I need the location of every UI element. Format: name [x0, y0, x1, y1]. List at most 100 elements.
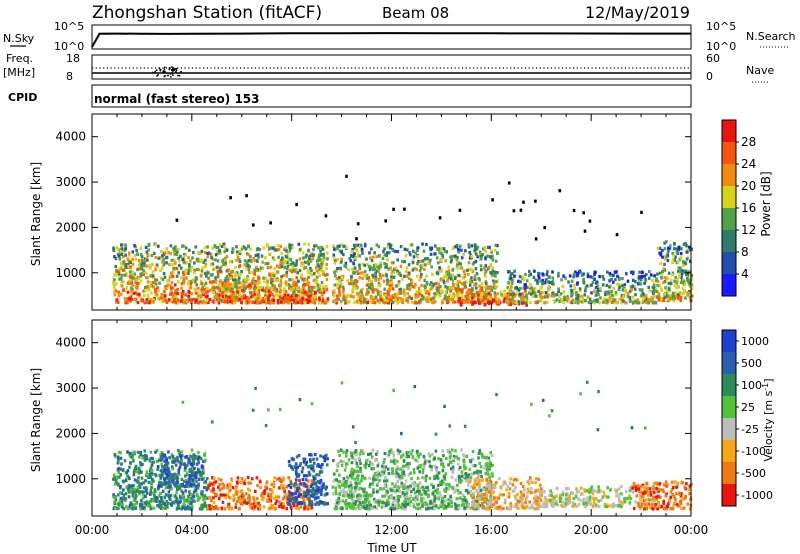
range-cell: [203, 271, 207, 276]
range-cell: [375, 243, 379, 247]
range-cell: [279, 295, 282, 299]
range-cell: [339, 281, 343, 285]
range-cell: [183, 277, 186, 281]
range-cell: [272, 482, 276, 486]
range-cell: [688, 281, 692, 285]
range-cell: [147, 288, 150, 292]
range-cell: [440, 463, 443, 467]
power-ylabel: Slant Range [km]: [29, 162, 43, 266]
range-cell: [356, 499, 360, 503]
range-cell: [298, 478, 301, 483]
range-cell: [663, 241, 666, 245]
range-cell: [267, 301, 270, 305]
range-cell: [147, 285, 151, 289]
range-cell: [656, 279, 660, 283]
range-cell: [366, 287, 369, 292]
colorbar-tick-label: 28: [741, 135, 756, 149]
range-cell: [200, 464, 204, 468]
range-cell: [117, 290, 120, 294]
range-cell: [245, 298, 249, 302]
range-cell: [507, 281, 510, 285]
range-cell: [366, 262, 369, 266]
range-cell: [412, 502, 416, 506]
range-cell: [535, 301, 538, 305]
range-cell: [210, 489, 213, 493]
range-cell: [117, 460, 120, 464]
range-cell: [141, 496, 145, 500]
range-cell: [274, 502, 277, 506]
range-cell: [221, 294, 225, 298]
range-cell: [479, 292, 482, 296]
range-cell: [391, 269, 394, 273]
range-cell: [157, 296, 160, 300]
range-cell: [449, 454, 452, 458]
range-cell: [182, 503, 186, 507]
range-cell: [653, 289, 657, 293]
range-cell: [299, 291, 302, 295]
range-cell: [680, 247, 683, 251]
range-cell: [546, 300, 549, 304]
range-cell: [690, 247, 694, 251]
range-cell: [270, 483, 274, 487]
range-cell: [127, 253, 131, 257]
range-cell: [544, 294, 548, 298]
range-cell: [468, 250, 472, 255]
range-cell: [159, 469, 163, 473]
range-cell: [325, 277, 329, 281]
range-cell: [157, 289, 160, 293]
range-cell: [359, 294, 362, 299]
range-cell: [655, 277, 658, 281]
range-cell: [336, 244, 339, 248]
range-cell: [237, 496, 240, 500]
range-cell: [609, 293, 613, 297]
range-cell: [135, 470, 139, 474]
range-cell: [154, 268, 157, 272]
range-cell: [415, 268, 419, 272]
range-cell: [154, 293, 158, 297]
range-cell: [155, 265, 158, 270]
range-cell: [466, 268, 469, 272]
range-cell: [244, 277, 247, 281]
range-cell: [379, 276, 383, 280]
range-cell: [150, 485, 153, 490]
range-cell: [385, 493, 388, 497]
range-cell: [376, 299, 379, 303]
range-cell: [321, 296, 325, 300]
range-cell: [229, 299, 232, 303]
range-cell: [354, 256, 357, 260]
range-cell: [431, 272, 434, 276]
range-cell: [161, 482, 165, 486]
range-cell: [154, 474, 158, 478]
range-cell: [402, 290, 405, 294]
range-cell: [187, 271, 190, 275]
range-cell: [303, 457, 307, 461]
range-cell: [212, 290, 215, 295]
range-cell: [389, 246, 392, 250]
range-cell: [384, 301, 387, 305]
range-cell: [176, 250, 179, 254]
range-cell: [311, 486, 315, 490]
range-cell: [166, 481, 170, 485]
range-cell: [204, 301, 207, 305]
range-cell: [659, 251, 663, 255]
range-cell: [200, 288, 203, 292]
range-cell: [387, 301, 390, 305]
range-cell: [117, 506, 120, 510]
range-cell: [338, 287, 341, 291]
range-cell: [310, 482, 314, 487]
range-cell: [628, 289, 632, 293]
range-cell: [172, 500, 175, 504]
range-cell: [184, 455, 187, 459]
range-cell: [167, 450, 170, 454]
range-cell: [370, 258, 374, 263]
range-cell: [113, 286, 116, 290]
range-cell: [272, 480, 276, 484]
range-cell: [221, 259, 224, 263]
range-cell: [352, 271, 355, 275]
range-cell: [523, 297, 526, 301]
range-cell: [219, 269, 223, 273]
range-cell: [165, 499, 169, 504]
colorbar-tick-label: 16: [741, 201, 756, 215]
range-cell: [269, 493, 272, 497]
range-cell: [520, 295, 524, 299]
